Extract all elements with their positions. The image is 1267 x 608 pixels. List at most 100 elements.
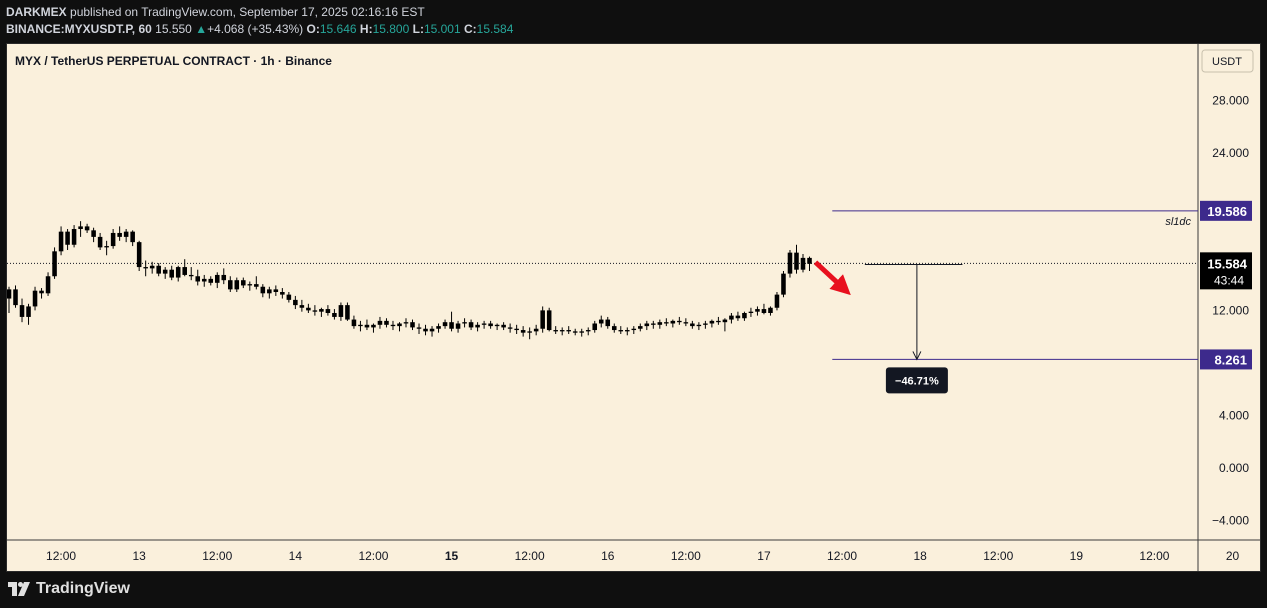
candle-body: [748, 311, 754, 313]
candle-body: [436, 326, 441, 329]
currency-button[interactable]: [1201, 49, 1254, 73]
x-tick-label: 12:00: [46, 549, 76, 563]
candle-body: [716, 320, 721, 323]
candle-body: [65, 231, 70, 245]
chart-frame: [6, 43, 1261, 572]
candle-body: [32, 290, 38, 307]
candle-body: [553, 330, 558, 332]
candle-body: [260, 286, 266, 294]
x-tick-label: 15: [445, 549, 459, 563]
candle-body: [182, 267, 187, 275]
level-price-label: 19.586: [1207, 204, 1247, 219]
candle-body: [481, 323, 487, 325]
candle-body: [657, 322, 663, 325]
tradingview-logo: TradingView: [8, 580, 130, 598]
candle-body: [592, 323, 598, 331]
candle-body: [156, 265, 161, 274]
candle-body: [286, 294, 292, 300]
candle-body: [351, 319, 357, 327]
high-value: 15.800: [372, 22, 410, 36]
y-tick-label: 0.000: [1219, 461, 1249, 475]
candle-body: [104, 246, 109, 248]
level-price-tag: [1200, 200, 1252, 221]
candle-body: [807, 257, 812, 264]
candle-body: [742, 312, 747, 319]
candle-body: [377, 320, 383, 325]
candle-body: [690, 323, 695, 327]
x-tick-label: 20: [1226, 549, 1240, 563]
candle-body: [533, 328, 539, 332]
candle-body: [423, 328, 428, 332]
candle-body: [403, 322, 409, 324]
time-axis[interactable]: [7, 540, 1260, 571]
candle-body: [136, 242, 142, 268]
measure-arrowhead-icon: [912, 351, 922, 361]
candle-body: [625, 330, 630, 332]
candle-body: [794, 252, 799, 270]
x-tick-label: 17: [757, 549, 771, 563]
candle-body: [670, 320, 676, 324]
x-tick-label: 12:00: [202, 549, 232, 563]
measure-label-box: [885, 367, 948, 394]
candle-body: [71, 229, 77, 245]
candle-body: [800, 257, 806, 270]
candle-body: [241, 280, 246, 286]
candle-body: [755, 309, 760, 312]
candle-body: [638, 326, 643, 329]
y-tick-label: −4.000: [1212, 513, 1249, 527]
candle-body: [774, 294, 780, 308]
candle-body: [299, 305, 305, 308]
candle-body: [664, 322, 669, 324]
candle-body: [462, 322, 467, 324]
measure-label: −46.71%: [895, 375, 939, 387]
down-arrow-icon[interactable]: [813, 260, 851, 296]
candle-body: [234, 280, 240, 290]
candle-body: [221, 274, 227, 281]
candle-body: [416, 327, 422, 329]
candle-body: [696, 324, 702, 327]
close-label: C:: [464, 22, 477, 36]
candle-body: [683, 322, 689, 324]
candle-body: [58, 231, 64, 252]
candle-body: [175, 267, 181, 278]
candle-body: [214, 274, 220, 283]
candle-body: [267, 289, 272, 294]
candle-body: [677, 320, 682, 323]
candle-body: [703, 323, 708, 325]
candle-body: [722, 319, 728, 323]
publish-info: DARKMEX published on TradingView.com, Se…: [6, 5, 425, 19]
candle-body: [761, 309, 767, 313]
candle-body: [546, 310, 552, 331]
open-value: 15.646: [319, 22, 357, 36]
x-tick-label: 16: [601, 549, 615, 563]
candle-body: [110, 232, 116, 247]
candle-body: [45, 276, 51, 294]
candle-body: [149, 265, 155, 269]
candle-body: [312, 310, 318, 312]
candle-body: [579, 331, 584, 333]
x-tick-label: 14: [289, 549, 303, 563]
candle-body: [208, 278, 214, 283]
author-name: DARKMEX: [6, 5, 67, 19]
candle-body: [494, 324, 500, 327]
low-label: L:: [412, 22, 424, 36]
close-value: 15.584: [476, 22, 514, 36]
publish-date: published on TradingView.com, September …: [70, 5, 425, 19]
candle-body: [6, 289, 12, 299]
price-axis[interactable]: [1198, 44, 1260, 540]
candle-body: [514, 328, 519, 331]
candle-body: [644, 323, 650, 327]
x-tick-label: 19: [1070, 549, 1084, 563]
x-tick-label: 12:00: [671, 549, 701, 563]
high-label: H:: [359, 22, 373, 36]
candle-body: [631, 328, 637, 331]
y-tick-label: 12.000: [1212, 303, 1249, 317]
candle-body: [13, 289, 18, 306]
candle-body: [611, 326, 617, 331]
candle-body: [162, 269, 168, 274]
x-tick-label: 12:00: [358, 549, 388, 563]
candle-body: [130, 231, 135, 243]
x-tick-label: 13: [132, 549, 146, 563]
candle-body: [254, 284, 259, 287]
